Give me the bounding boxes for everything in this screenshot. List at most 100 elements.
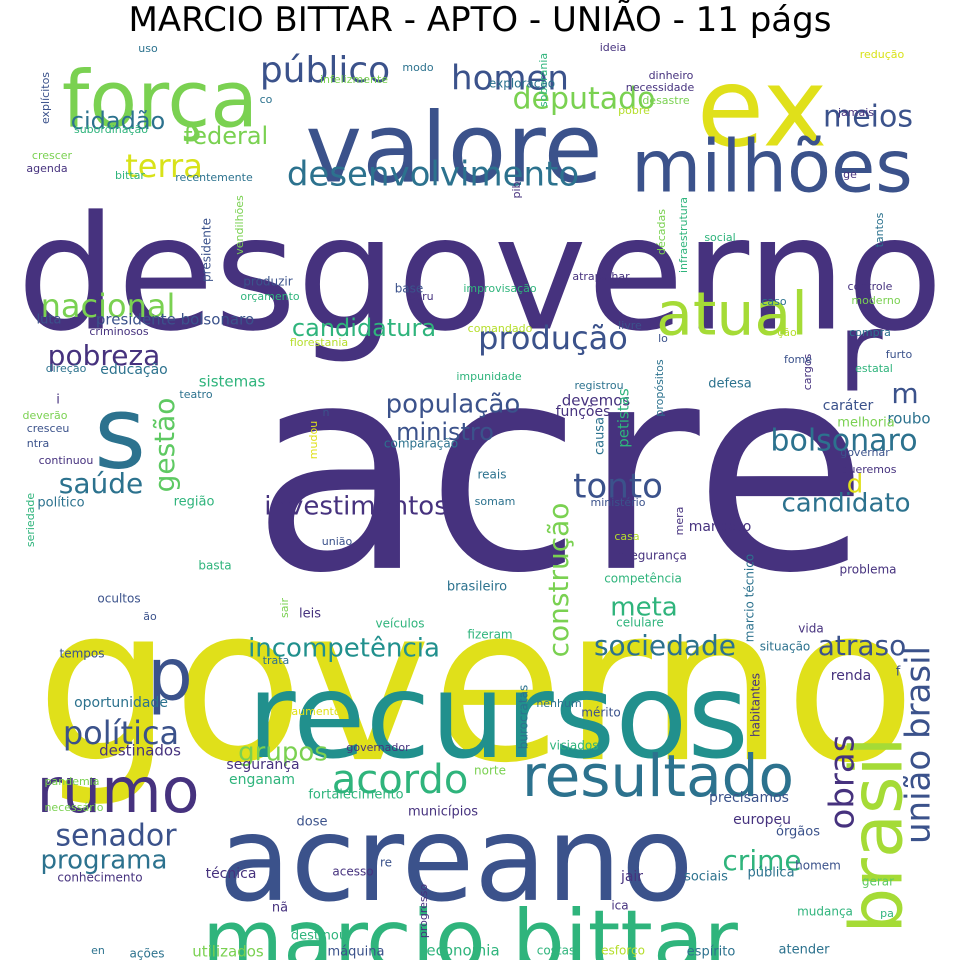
word-orgaos: órgãos — [776, 825, 820, 840]
word-habitantes: habitantes — [749, 673, 763, 737]
word-rumo: rumo — [36, 754, 199, 827]
word-crescer: crescer — [32, 149, 73, 162]
word-tantos: tantos — [873, 212, 886, 247]
word-infraestrutura: infraestrutura — [677, 197, 690, 273]
word-burocratas: burocratas — [517, 685, 531, 749]
word-uso: uso — [138, 42, 158, 55]
word-producao: produção — [478, 319, 628, 357]
word-destinou: destinou — [291, 929, 347, 944]
word-impunidade: impunidade — [456, 370, 521, 383]
word-compra: compra — [849, 326, 891, 339]
word-homen: homen — [451, 59, 569, 99]
word-ministro: ministro — [396, 418, 494, 446]
word-pib: pib — [510, 181, 523, 198]
word-situacao: situação — [760, 640, 811, 654]
word-devemos: devemos — [562, 392, 631, 410]
word-cargos: cargos — [801, 353, 814, 390]
word-atual: atual — [656, 280, 808, 350]
word-brasil: brasil — [835, 737, 919, 934]
word-dose: dose — [297, 815, 328, 830]
word-milhoes: milhões — [631, 125, 913, 209]
word-p: p — [147, 633, 193, 717]
word-tonto: tonto — [573, 467, 663, 507]
word-tecnica: técnica — [206, 866, 257, 882]
word-teatro: teatro — [179, 388, 212, 401]
word-ntra: ntra — [27, 437, 50, 450]
word-municipios: municípios — [408, 805, 478, 820]
word-fome: fome — [784, 353, 812, 366]
word-moderno: moderno — [851, 294, 900, 307]
word-ministerio: ministério — [591, 496, 646, 509]
word-valore: valore — [305, 92, 602, 204]
word-tempos: tempos — [60, 647, 105, 661]
word-marcio-tecnico: marcio técnico — [743, 554, 757, 642]
word-regiao: região — [174, 495, 215, 510]
word-gestao: gestão — [148, 398, 181, 493]
word-mudou: mudou — [307, 421, 320, 459]
word-nacional: nacional — [41, 287, 176, 325]
word-norte: norte — [474, 764, 506, 778]
word-recentemente: recentemente — [175, 171, 253, 184]
word-meios: meios — [823, 100, 913, 135]
word-r: r — [837, 288, 883, 416]
word-mandato: mandato — [689, 519, 752, 535]
word-programa: programa — [41, 846, 168, 876]
word-esforco: esforço — [601, 944, 645, 958]
word-carater: caráter — [823, 398, 874, 414]
word-presidente: presidente — [200, 218, 214, 282]
word-merito: mérito — [581, 706, 620, 720]
word-roubo: roubo — [887, 410, 930, 428]
word-europeu: europeu — [733, 812, 791, 828]
word-educacao: educação — [100, 362, 168, 378]
word-fortalecimento: fortalecimento — [308, 788, 403, 803]
word-precisamos: precisamos — [709, 790, 789, 806]
word-uniao-brasil: união brasil — [899, 646, 939, 844]
word-presidente-bolsonaro: presidente bolsonaro — [96, 311, 254, 329]
word-forca: força — [62, 55, 258, 145]
word-homem: homem — [795, 859, 841, 873]
word-luta: luta — [37, 313, 62, 328]
word-investimentos: investimentos — [264, 492, 448, 522]
word-pobre: pobre — [618, 104, 650, 117]
word-competencia: competência — [604, 572, 682, 586]
word-cao: ção — [777, 326, 797, 339]
word-sociais: sociais — [684, 870, 728, 885]
word-orcamento: orçamento — [240, 290, 300, 303]
word-deverao: deverão — [22, 409, 67, 422]
word-oportunidade: oportunidade — [74, 695, 168, 711]
word-ideia: ideia — [600, 41, 627, 54]
word-ao: ão — [143, 610, 157, 623]
word-maquina: máquina — [328, 945, 385, 960]
word-registrou: registrou — [574, 379, 623, 392]
word-desenvolvimento: desenvolvimento — [287, 155, 579, 195]
word-vida: vida — [798, 622, 823, 636]
word-petistas: petistas — [615, 388, 633, 448]
word-recursos: recursos — [247, 647, 749, 785]
word-marcio-bittar: marcio bittar — [202, 892, 739, 960]
word-obras: obras — [823, 735, 863, 830]
word-populacao: população — [386, 390, 521, 420]
word-soberania: soberania — [537, 53, 550, 107]
word-decadas: décadas — [655, 209, 668, 255]
word-melhoria: melhoria — [837, 416, 894, 431]
word-direcao: direção — [46, 362, 87, 375]
word-comandado: comandado — [468, 322, 533, 335]
word-queremos: queremos — [842, 463, 897, 476]
word-somam: somam — [475, 495, 516, 508]
word-destinados: destinados — [99, 742, 181, 760]
word-re: re — [380, 856, 392, 870]
word-funcoes: funções — [556, 404, 611, 420]
word-exploracao: exploração — [489, 77, 555, 91]
word-comparacao: comparação — [384, 437, 458, 451]
word-senador: senador — [55, 819, 177, 854]
word-fizeram: fizeram — [467, 628, 512, 642]
word-grupos: grupos — [238, 738, 328, 768]
word-politica: política — [63, 714, 179, 752]
word-co: co — [260, 93, 273, 106]
word-ex: ex — [697, 43, 828, 171]
word-governo: governo — [36, 559, 916, 810]
word-pobreza: pobreza — [48, 339, 161, 372]
word-gerar: gerar — [862, 875, 894, 889]
word-continuou: continuou — [39, 454, 94, 467]
word-pa: pa — [880, 907, 894, 920]
